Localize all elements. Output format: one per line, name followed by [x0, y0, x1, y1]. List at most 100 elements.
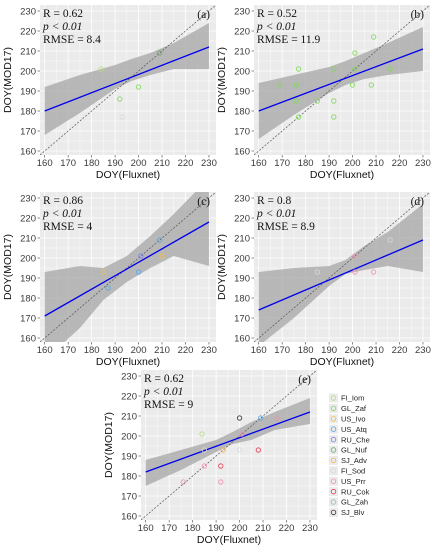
data-point	[220, 447, 226, 453]
x-tick-label: 160	[251, 345, 267, 356]
x-tick-label: 180	[84, 158, 100, 169]
x-tick-label: 210	[154, 345, 170, 356]
data-point	[314, 269, 320, 275]
stat-rmse: RMSE = 11.9	[257, 34, 321, 46]
y-tick-label: 200	[234, 253, 250, 264]
x-tick-label: 220	[178, 158, 194, 169]
y-tick-label: 170	[121, 491, 137, 502]
stat-r: R = 0.8	[257, 195, 292, 207]
data-point	[352, 66, 358, 72]
stat-p: p < 0.01	[42, 208, 82, 220]
legend-marker	[330, 426, 337, 432]
y-tick-label: 230	[121, 371, 137, 382]
y-tick-label: 180	[20, 293, 36, 304]
y-tick-label: 220	[20, 213, 36, 224]
stat-p: p < 0.01	[143, 386, 183, 398]
y-tick-label: 190	[234, 273, 250, 284]
panel-label: (e)	[298, 374, 311, 386]
legend-marker	[330, 478, 337, 484]
legend-key-bg	[329, 455, 338, 465]
x-axis-label: DOY(Fluxnet)	[310, 169, 374, 181]
data-point	[387, 237, 393, 243]
data-point	[387, 66, 393, 72]
y-tick-label: 230	[234, 193, 250, 204]
chart-panel-4: 160 170 180 190 200 210 220 230 160 170 180 190 200 2…	[103, 370, 318, 546]
data-point	[295, 66, 302, 72]
data-point	[135, 269, 142, 275]
stat-rmse: RMSE = 4	[43, 221, 93, 233]
legend-label: GL_Nuf	[341, 446, 368, 455]
y-tick-label: 170	[234, 313, 250, 324]
y-tick-label: 230	[234, 6, 250, 17]
legend-label: US_Ivo	[341, 415, 366, 424]
legend-marker	[330, 509, 337, 516]
data-point	[201, 463, 207, 469]
data-point	[159, 253, 165, 259]
chart-panel-1: 160 170 180 190 200 210 220 230 160 170 180 190 200 2…	[216, 5, 431, 181]
y-tick-label: 160	[20, 146, 36, 157]
x-tick-label: 210	[368, 158, 384, 169]
stat-p: p < 0.01	[256, 208, 296, 220]
x-tick-label: 190	[321, 158, 337, 169]
y-tick-label: 160	[121, 511, 137, 522]
x-tick-label: 170	[274, 345, 290, 356]
legend-key-bg	[329, 476, 338, 486]
legend-label: RU_Che	[341, 435, 370, 444]
one-to-one-line	[40, 192, 216, 342]
legend-key-bg	[329, 497, 338, 507]
y-tick-label: 210	[20, 46, 36, 57]
x-tick-label: 200	[131, 345, 147, 356]
gridlines	[141, 370, 317, 520]
y-tick-label: 180	[234, 106, 250, 117]
y-tick-label: 190	[20, 273, 36, 284]
plot-content	[40, 192, 216, 342]
x-tick-label: 200	[232, 523, 248, 534]
stat-rmse: RMSE = 8.4	[43, 34, 101, 46]
y-tick-label: 220	[234, 213, 250, 224]
y-axis-label: DOY(MOD17)	[216, 47, 228, 113]
legend-key-bg	[329, 445, 338, 455]
data-point	[98, 66, 104, 72]
legend-label: FI_Sod	[341, 467, 365, 476]
x-tick-label: 200	[131, 158, 147, 169]
legend-item: RU_Cok	[329, 487, 370, 496]
y-tick-label: 170	[20, 313, 36, 324]
stat-r: R = 0.86	[43, 195, 83, 207]
legend-label: RU_Cok	[341, 487, 370, 496]
stat-r: R = 0.62	[43, 8, 83, 20]
y-tick-label: 220	[234, 26, 250, 37]
x-tick-label: 190	[107, 345, 123, 356]
data-point	[368, 82, 374, 88]
data-point	[331, 114, 337, 120]
x-tick-label: 200	[345, 345, 361, 356]
panel-label: (d)	[411, 196, 425, 208]
x-tick-label: 230	[415, 345, 431, 356]
x-axis-label: DOY(Fluxnet)	[310, 356, 374, 368]
legend-item: SJ_Adv	[329, 455, 367, 465]
x-tick-label: 230	[201, 158, 217, 169]
y-tick-label: 220	[20, 26, 36, 37]
x-tick-label: 230	[302, 523, 318, 534]
x-axis-label: DOY(Fluxnet)	[96, 169, 160, 181]
x-tick-label: 190	[208, 523, 224, 534]
x-tick-label: 220	[392, 345, 408, 356]
y-axis-label: DOY(MOD17)	[103, 412, 115, 478]
y-tick-label: 200	[234, 66, 250, 77]
legend-key-bg	[329, 507, 338, 517]
data-point	[135, 84, 142, 90]
x-tick-label: 220	[392, 158, 408, 169]
data-point	[314, 98, 320, 104]
data-point	[293, 98, 299, 104]
data-point	[100, 269, 106, 275]
data-point	[199, 431, 205, 437]
x-tick-label: 220	[178, 345, 194, 356]
legend-item: GL_Zah	[329, 497, 368, 507]
x-tick-label: 210	[255, 523, 271, 534]
x-tick-label: 210	[154, 158, 170, 169]
legend-label: FI_Iom	[341, 394, 364, 403]
panel-label: (a)	[197, 9, 210, 21]
data-point	[236, 415, 243, 421]
x-tick-label: 180	[84, 345, 100, 356]
stat-rmse: RMSE = 8.9	[257, 221, 315, 233]
